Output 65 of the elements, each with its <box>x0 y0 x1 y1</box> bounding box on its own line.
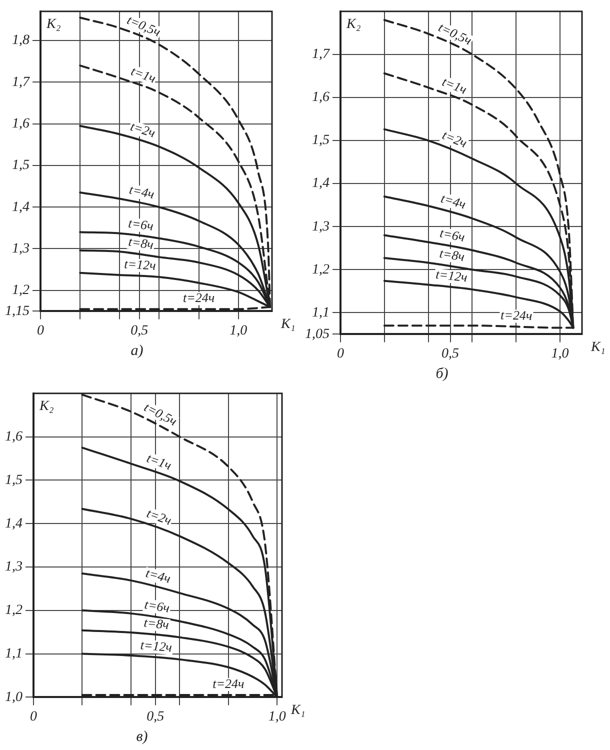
text: t=4ч <box>439 190 468 212</box>
y-tick-label: 1,6 <box>12 116 30 132</box>
y-tick-label: 1,6 <box>5 429 22 444</box>
x-tick-label: 1,0 <box>551 346 569 362</box>
text: в) <box>136 728 148 745</box>
text: t=1ч <box>440 74 469 97</box>
text: t=8ч <box>128 234 154 252</box>
x-tick-label: 0 <box>37 323 44 338</box>
text: t=2ч <box>440 127 470 151</box>
y-tick-label: 1,05 <box>305 326 330 342</box>
y-tick-label: 1,2 <box>5 603 22 618</box>
text: t=0,5ч <box>436 19 474 48</box>
y-tick-label: 1,2 <box>312 262 330 278</box>
x-tick-label: 0 <box>30 709 37 724</box>
y-tick-label: 1,5 <box>5 472 22 488</box>
x-tick-label: 1,0 <box>230 323 248 338</box>
x-axis-title: K₁ <box>290 702 306 718</box>
y-tick-label: 1,7 <box>12 74 30 90</box>
series-label: t=24ч <box>212 676 244 691</box>
y-tick-label: 1,3 <box>5 560 22 575</box>
y-tick-label: 1,1 <box>312 305 330 320</box>
y-tick-label: 1,15 <box>5 304 30 319</box>
x-axis-title: K₁ <box>590 340 606 355</box>
y-tick-label: 1,4 <box>5 516 22 532</box>
text: t=12ч <box>435 266 468 285</box>
y-tick-label: 1,3 <box>12 241 30 256</box>
text: а) <box>130 342 144 359</box>
text: t=2ч <box>144 505 174 528</box>
text: t=8ч <box>143 614 170 632</box>
text: б) <box>436 366 448 382</box>
y-axis-title: K₂ <box>346 17 361 32</box>
y-tick-label: 1,4 <box>312 176 330 192</box>
text: t=1ч <box>144 450 174 473</box>
y-tick-label: 1,7 <box>312 47 330 62</box>
series-label: t=24ч <box>182 290 215 306</box>
y-tick-label: 1,1 <box>5 646 22 662</box>
y-axis-title: K₂ <box>46 17 61 32</box>
text: t=0,5ч <box>142 399 180 429</box>
text: t=4ч <box>128 182 156 202</box>
text: t=0,5ч <box>124 12 163 40</box>
text: t=8ч <box>438 245 466 264</box>
y-tick-label: 1,0 <box>5 690 22 705</box>
x-tick-label: 0,5 <box>442 346 460 362</box>
y-tick-label: 1,3 <box>312 219 330 234</box>
text: t=6ч <box>128 215 154 234</box>
series-label: t=24ч <box>500 307 532 323</box>
y-tick-label: 1,5 <box>312 133 330 148</box>
y-axis-title: K₂ <box>38 399 54 414</box>
text: t=1ч <box>129 63 158 86</box>
text: t=2ч <box>128 118 158 140</box>
series-label: t=12ч <box>140 637 173 655</box>
y-tick-label: 1,5 <box>12 158 30 174</box>
y-tick-label: 1,8 <box>12 33 30 48</box>
x-tick-label: 1,0 <box>268 709 286 724</box>
x-axis-title: K₁ <box>280 316 296 332</box>
y-tick-label: 1,4 <box>12 200 30 215</box>
x-tick-label: 0,5 <box>146 709 164 724</box>
y-tick-label: 1,6 <box>312 90 330 106</box>
x-tick-label: 0,5 <box>130 323 148 338</box>
series-label: t=12ч <box>124 256 156 273</box>
text: t=4ч <box>144 565 172 586</box>
x-tick-label: 0 <box>337 346 344 362</box>
text: t=6ч <box>144 596 171 616</box>
text: t=6ч <box>438 225 466 244</box>
y-tick-label: 1,2 <box>12 283 30 298</box>
